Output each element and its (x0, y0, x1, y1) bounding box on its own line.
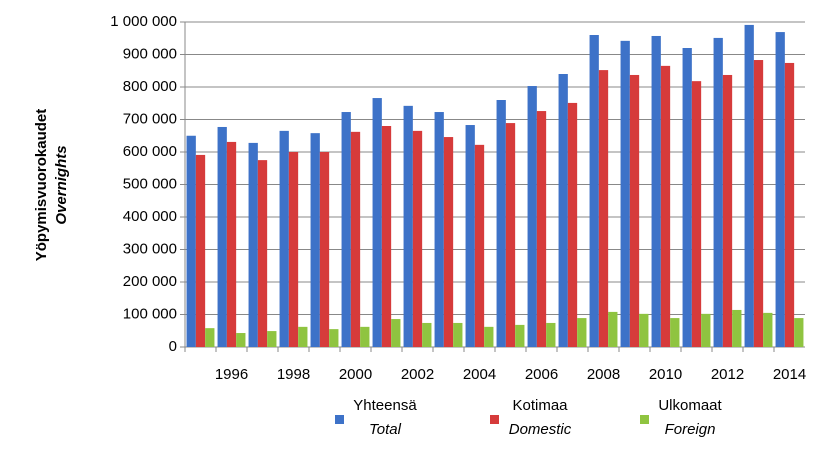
x-tick-label: 2008 (587, 366, 620, 383)
bar (298, 326, 308, 347)
bar (651, 35, 661, 347)
y-tick-label: 500 000 (123, 175, 177, 192)
x-tick-label: 2012 (711, 366, 744, 383)
bar (195, 154, 206, 347)
bar (794, 318, 804, 347)
bar (341, 112, 351, 348)
y-axis-label: Yöpymisvuorokaudet (33, 109, 50, 262)
bar (372, 98, 382, 347)
y-tick-label: 0 (169, 338, 177, 355)
bar (217, 126, 227, 347)
x-tick-label: 2006 (525, 366, 558, 383)
bar (515, 324, 525, 347)
x-tick-label: 2004 (463, 366, 496, 383)
bar (403, 105, 413, 347)
legend-swatch (640, 415, 649, 424)
bar (732, 309, 742, 347)
bar (527, 86, 537, 348)
y-tick-label: 100 000 (123, 305, 177, 322)
x-tick-label: 2002 (401, 366, 434, 383)
legend-label: Yhteensä (353, 397, 417, 414)
bar (186, 135, 196, 347)
x-tick-label: 1998 (277, 366, 310, 383)
bar (505, 123, 516, 347)
bar (319, 152, 330, 347)
y-tick-label: 700 000 (123, 110, 177, 127)
bar (453, 322, 463, 347)
bar (753, 60, 764, 348)
legend-swatch (490, 415, 499, 424)
bar (236, 333, 246, 347)
bar (722, 74, 733, 347)
bar (226, 141, 237, 347)
legend-sublabel: Foreign (665, 421, 716, 438)
bar (744, 24, 754, 348)
x-tick-label: 2010 (649, 366, 682, 383)
x-tick-label: 2014 (773, 366, 806, 383)
bar (620, 40, 630, 347)
y-tick-label: 300 000 (123, 240, 177, 257)
bar (422, 322, 432, 347)
bar (713, 37, 723, 348)
bar (248, 142, 258, 347)
bar (639, 313, 649, 347)
bar (589, 35, 599, 347)
bar (558, 74, 568, 347)
bar (567, 102, 578, 347)
bar (329, 329, 339, 347)
bar (474, 144, 485, 347)
bar (598, 70, 609, 347)
bar (691, 81, 702, 348)
bar (496, 100, 506, 347)
bar (288, 152, 299, 347)
bar (670, 318, 680, 347)
bar (257, 160, 268, 347)
bar (763, 312, 773, 347)
bar (682, 48, 692, 347)
bar (310, 133, 320, 347)
y-tick-label: 200 000 (123, 273, 177, 290)
bar (412, 130, 423, 347)
x-tick-label: 2000 (339, 366, 372, 383)
legend-swatch (335, 415, 344, 424)
y-tick-label: 600 000 (123, 143, 177, 160)
bar (577, 318, 587, 347)
bar (434, 112, 444, 348)
bar (391, 319, 401, 347)
bar (465, 125, 475, 348)
bar (267, 331, 277, 347)
bar (484, 326, 494, 347)
legend-label: Kotimaa (512, 397, 568, 414)
bar (360, 326, 370, 347)
legend-label: Ulkomaat (658, 397, 722, 414)
bar (381, 126, 392, 347)
bar (279, 130, 289, 347)
bar (608, 311, 618, 347)
bar (784, 62, 795, 347)
x-tick-label: 1996 (215, 366, 248, 383)
bar (546, 322, 556, 347)
bar (443, 137, 454, 347)
y-axis-sublabel: Overnights (53, 145, 70, 224)
y-tick-label: 1 000 000 (110, 13, 177, 30)
legend-sublabel: Domestic (509, 421, 572, 438)
bar (629, 74, 640, 347)
y-tick-label: 800 000 (123, 78, 177, 95)
y-tick-label: 900 000 (123, 45, 177, 62)
bar (536, 111, 547, 347)
legend-sublabel: Total (369, 421, 402, 438)
bar (660, 65, 671, 347)
bar (350, 131, 361, 347)
bar (205, 328, 215, 347)
bar (701, 313, 711, 347)
bar (775, 32, 785, 347)
y-tick-label: 400 000 (123, 208, 177, 225)
